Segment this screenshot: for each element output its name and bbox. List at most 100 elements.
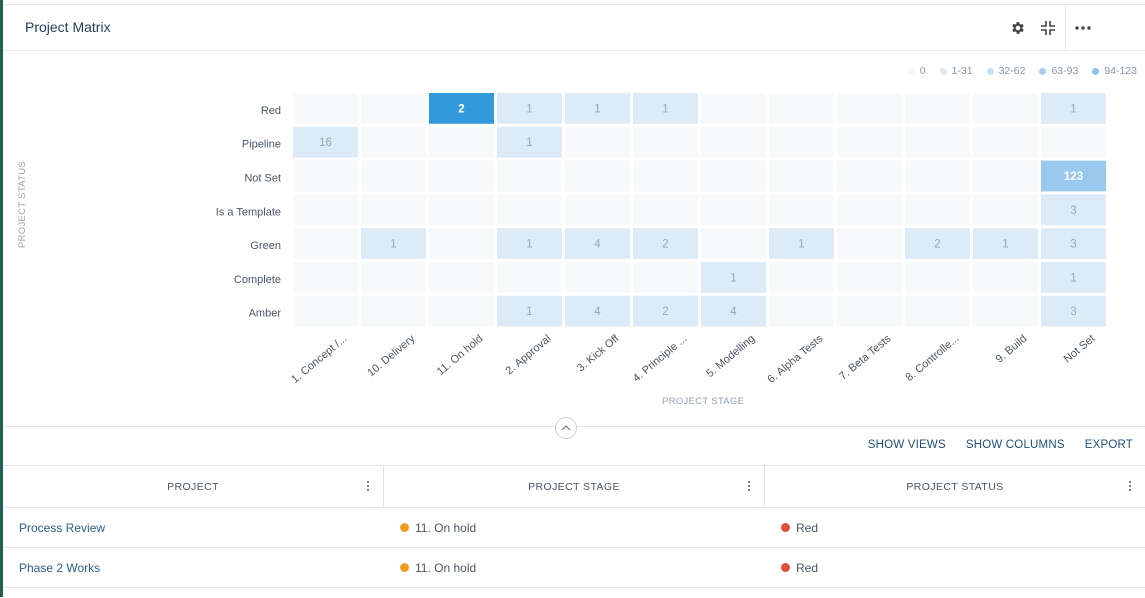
heatmap-cell[interactable] xyxy=(769,93,834,124)
heatmap-cell[interactable] xyxy=(565,262,630,293)
show-columns-button[interactable]: SHOW COLUMNS xyxy=(965,439,1065,451)
heatmap-cell[interactable] xyxy=(837,126,902,158)
project-link[interactable]: Process Review xyxy=(19,520,106,535)
heatmap-cell[interactable] xyxy=(701,160,766,192)
heatmap-cell[interactable] xyxy=(701,126,766,158)
heatmap-cell[interactable] xyxy=(565,160,630,192)
export-button[interactable]: EXPORT xyxy=(1084,439,1133,451)
heatmap-cell[interactable] xyxy=(769,295,834,327)
heatmap-cell[interactable] xyxy=(361,160,426,192)
heatmap-cell[interactable] xyxy=(973,126,1038,158)
heatmap-cell[interactable] xyxy=(701,228,766,259)
heatmap-cell[interactable] xyxy=(1041,160,1106,192)
heatmap-cell[interactable] xyxy=(361,194,426,226)
heatmap-cell[interactable] xyxy=(497,228,562,259)
heatmap-cell[interactable] xyxy=(769,160,834,192)
legend-item[interactable]: 32-62 xyxy=(986,65,1025,77)
heatmap-cell[interactable] xyxy=(429,160,494,192)
column-menu-icon[interactable] xyxy=(1123,479,1137,493)
heatmap-cell[interactable] xyxy=(905,228,970,259)
heatmap-cell[interactable] xyxy=(1041,194,1106,226)
table-row[interactable]: Process Review 11. On hold Red xyxy=(3,508,1145,548)
heatmap-cell[interactable] xyxy=(905,295,970,327)
heatmap-cell[interactable] xyxy=(837,228,902,259)
table-row[interactable]: Phase 2 Works 11. On hold Red xyxy=(3,548,1145,588)
heatmap-cell[interactable] xyxy=(633,228,698,259)
heatmap-cell[interactable] xyxy=(565,93,630,124)
heatmap-cell[interactable] xyxy=(361,262,426,293)
column-header-status[interactable]: PROJECT STATUS xyxy=(765,466,1145,507)
heatmap-cell[interactable] xyxy=(497,126,562,158)
legend-item[interactable]: 0 xyxy=(907,65,926,77)
heatmap-cell[interactable] xyxy=(429,93,494,124)
heatmap-cell[interactable] xyxy=(293,262,358,293)
heatmap-cell[interactable] xyxy=(837,295,902,327)
heatmap-cell[interactable] xyxy=(293,93,358,124)
heatmap-cell[interactable] xyxy=(633,93,698,124)
heatmap-cell[interactable] xyxy=(905,93,970,124)
heatmap-cell[interactable] xyxy=(973,228,1038,259)
heatmap-cell[interactable] xyxy=(973,93,1038,124)
heatmap-cell[interactable] xyxy=(497,295,562,327)
heatmap-cell[interactable] xyxy=(1041,126,1106,158)
collapse-chart-button[interactable] xyxy=(555,417,577,439)
heatmap-cell[interactable] xyxy=(429,262,494,293)
show-views-button[interactable]: SHOW VIEWS xyxy=(867,439,946,451)
heatmap-cell[interactable] xyxy=(633,295,698,327)
heatmap-cell[interactable] xyxy=(293,126,358,158)
heatmap-cell[interactable] xyxy=(769,126,834,158)
column-menu-icon[interactable] xyxy=(361,479,375,493)
heatmap-cell[interactable] xyxy=(565,126,630,158)
heatmap-cell[interactable] xyxy=(633,262,698,293)
more-button[interactable] xyxy=(1072,17,1094,39)
heatmap-cell[interactable] xyxy=(973,295,1038,327)
heatmap-cell[interactable] xyxy=(565,194,630,226)
heatmap-cell[interactable] xyxy=(769,262,834,293)
heatmap-cell[interactable] xyxy=(769,194,834,226)
heatmap-cell[interactable] xyxy=(1041,93,1106,124)
heatmap-cell[interactable] xyxy=(905,160,970,192)
heatmap-cell[interactable] xyxy=(429,194,494,226)
heatmap-cell[interactable] xyxy=(497,160,562,192)
collapse-button[interactable] xyxy=(1037,17,1059,39)
heatmap-cell[interactable] xyxy=(293,295,358,327)
heatmap-cell[interactable] xyxy=(837,262,902,293)
heatmap-cell[interactable] xyxy=(837,93,902,124)
heatmap-cell[interactable] xyxy=(701,295,766,327)
heatmap-cell[interactable] xyxy=(905,194,970,226)
heatmap-cell[interactable] xyxy=(293,194,358,226)
settings-button[interactable] xyxy=(1007,17,1029,39)
column-header-stage[interactable]: PROJECT STAGE xyxy=(384,466,765,507)
column-header-project[interactable]: PROJECT xyxy=(3,466,384,507)
heatmap-cell[interactable] xyxy=(1041,228,1106,259)
heatmap-cell[interactable] xyxy=(633,194,698,226)
heatmap-cell[interactable] xyxy=(361,93,426,124)
heatmap-cell[interactable] xyxy=(429,228,494,259)
heatmap-cell[interactable] xyxy=(973,160,1038,192)
heatmap-cell[interactable] xyxy=(973,194,1038,226)
heatmap-cell[interactable] xyxy=(837,194,902,226)
heatmap-cell[interactable] xyxy=(497,194,562,226)
heatmap-cell[interactable] xyxy=(429,126,494,158)
heatmap-cell[interactable] xyxy=(565,228,630,259)
legend-item[interactable]: 63-93 xyxy=(1039,65,1078,77)
heatmap-cell[interactable] xyxy=(429,295,494,327)
heatmap-cell[interactable] xyxy=(633,160,698,192)
heatmap-cell[interactable] xyxy=(497,93,562,124)
heatmap-cell[interactable] xyxy=(769,228,834,259)
heatmap-cell[interactable] xyxy=(701,262,766,293)
heatmap-cell[interactable] xyxy=(293,160,358,192)
legend-item[interactable]: 1-31 xyxy=(939,65,973,77)
heatmap-cell[interactable] xyxy=(1041,295,1106,327)
heatmap-cell[interactable] xyxy=(905,126,970,158)
heatmap-cell[interactable] xyxy=(701,93,766,124)
project-link[interactable]: Phase 2 Works xyxy=(19,560,101,575)
legend-item[interactable]: 94-123 xyxy=(1092,65,1137,77)
heatmap-cell[interactable] xyxy=(633,126,698,158)
heatmap-cell[interactable] xyxy=(905,262,970,293)
heatmap-cell[interactable] xyxy=(497,262,562,293)
column-menu-icon[interactable] xyxy=(742,479,756,493)
heatmap-cell[interactable] xyxy=(973,262,1038,293)
heatmap-cell[interactable] xyxy=(361,126,426,158)
heatmap-cell[interactable] xyxy=(293,228,358,259)
